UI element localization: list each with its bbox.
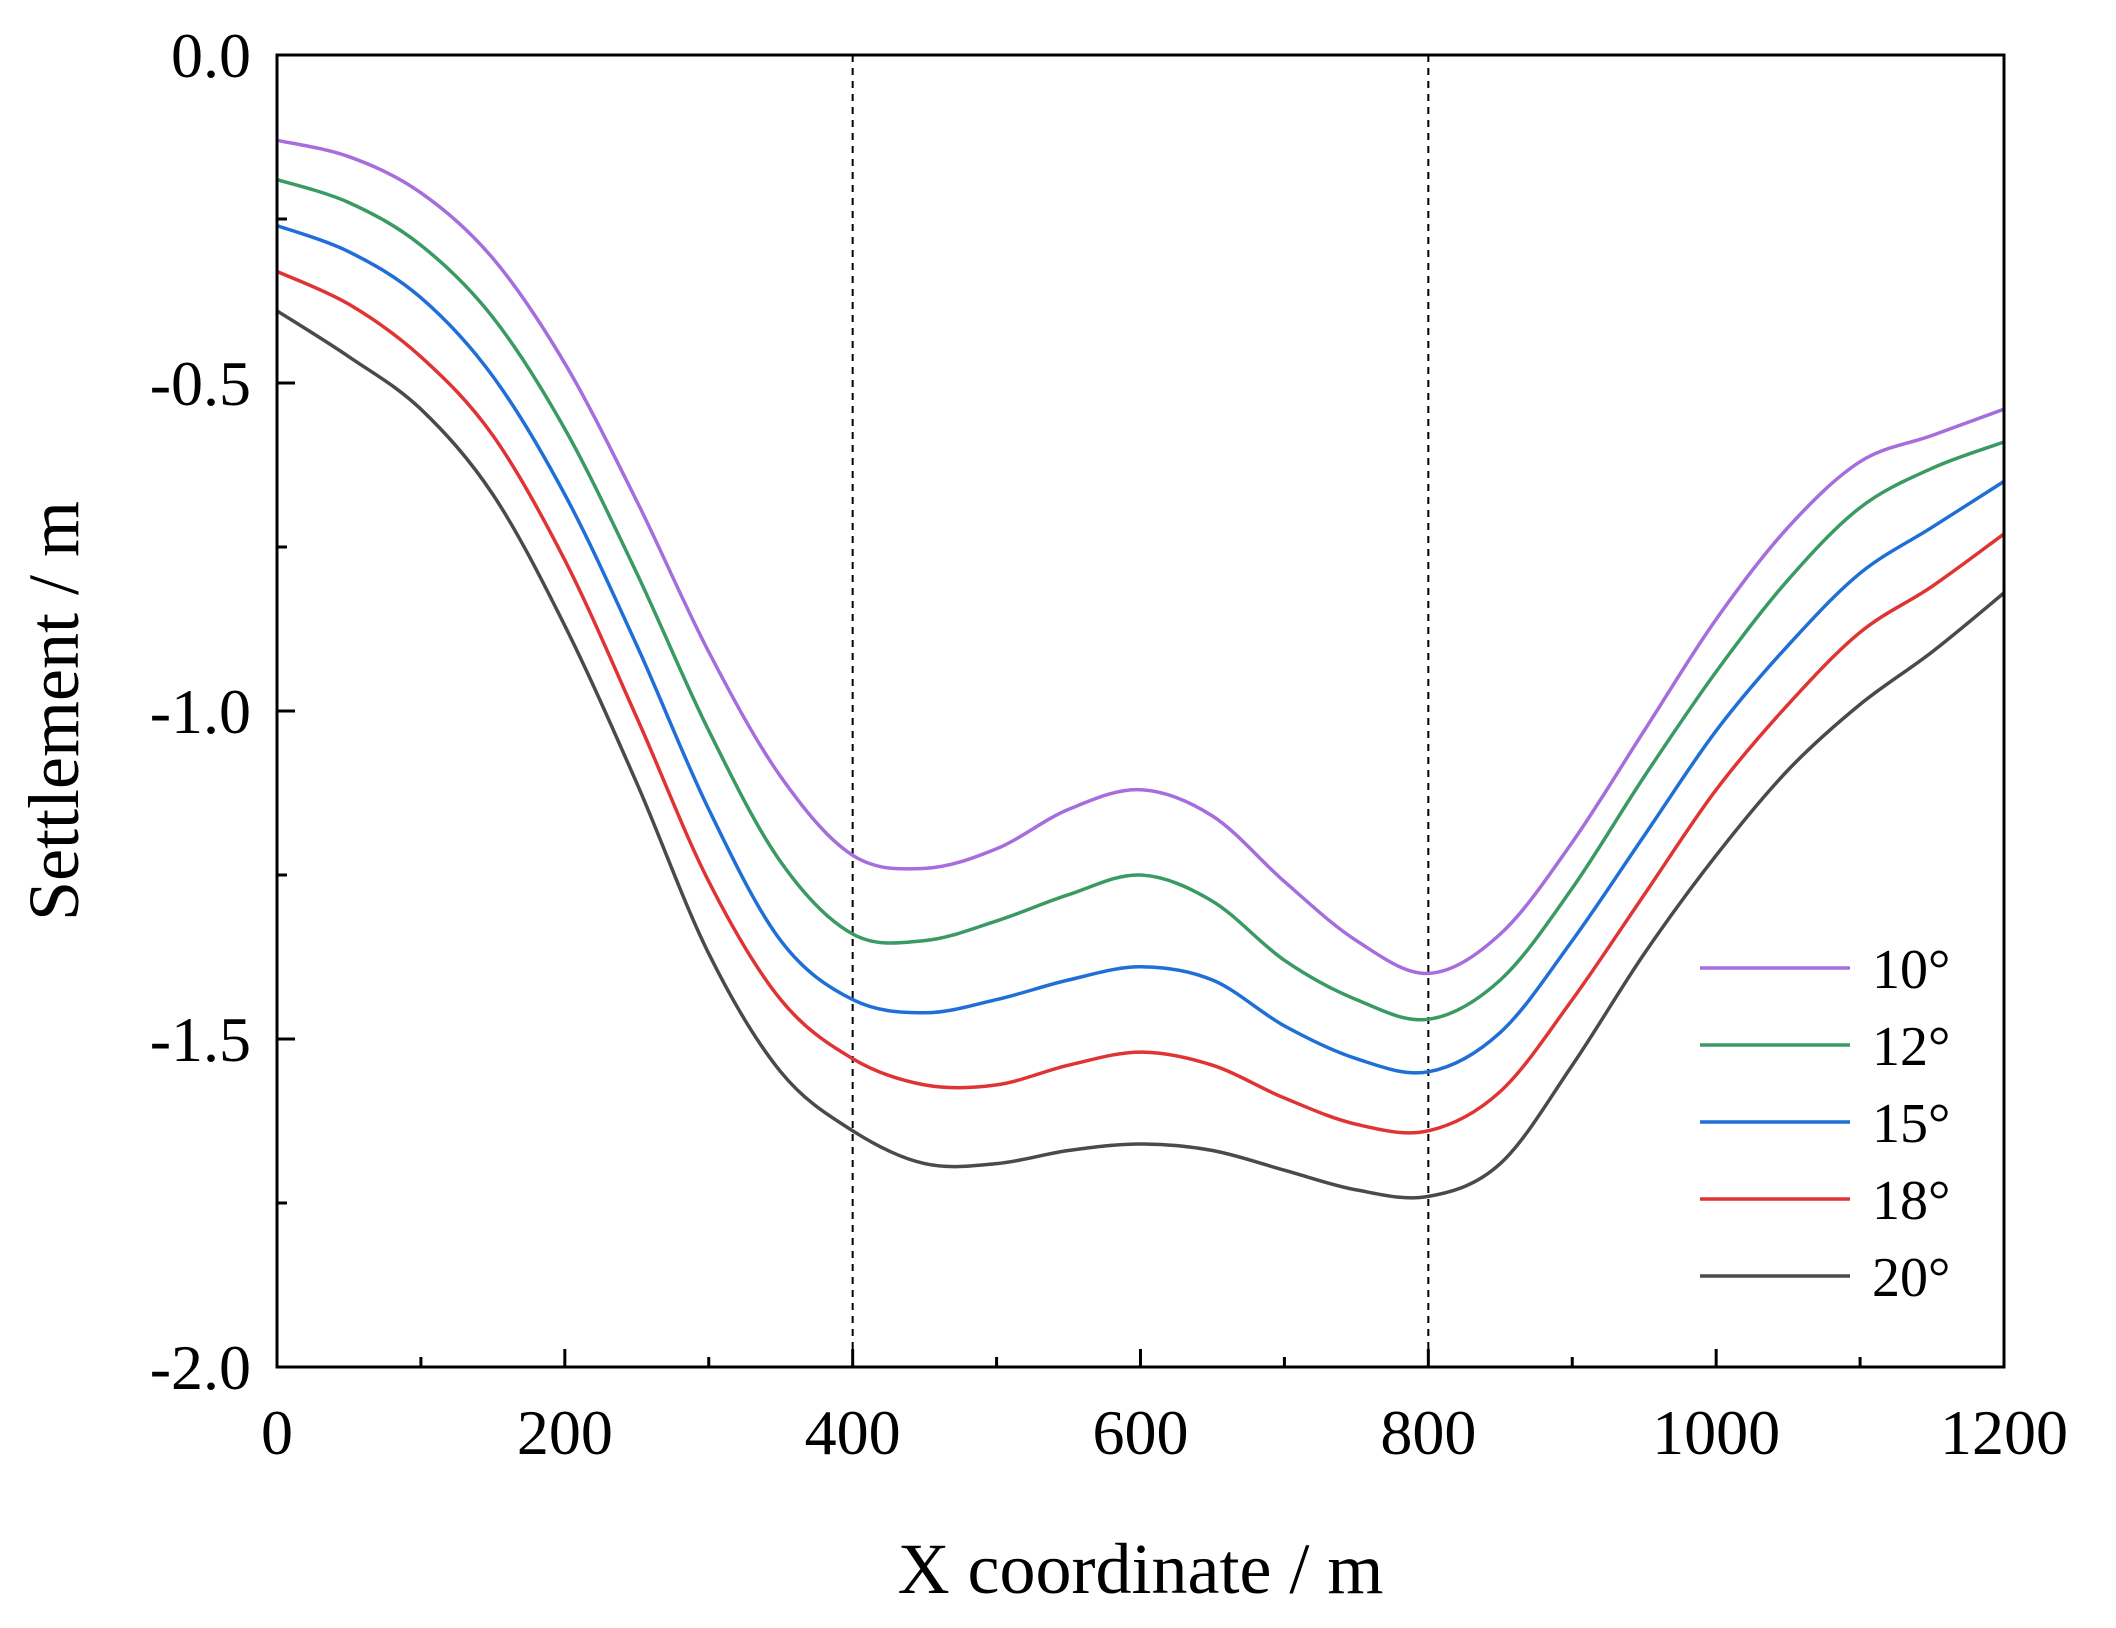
- y-tick-label: -0.5: [150, 348, 251, 419]
- y-tick-label: -1.0: [150, 676, 251, 747]
- legend-label-3: 18°: [1872, 1170, 1950, 1232]
- y-tick-label: -2.0: [150, 1332, 251, 1403]
- x-tick-label: 800: [1380, 1397, 1476, 1468]
- series-line-0: [276, 138, 2005, 976]
- series-line-1: [276, 177, 2005, 1022]
- x-tick-label: 0: [261, 1397, 293, 1468]
- x-axis-title: X coordinate / m: [898, 1529, 1384, 1609]
- series-line-2: [276, 223, 2005, 1075]
- legend: 10° 12° 15° 18° 20°: [1700, 939, 1950, 1309]
- x-tick-label: 1000: [1652, 1397, 1780, 1468]
- legend-label-4: 20°: [1872, 1247, 1950, 1309]
- y-tick-label: -1.5: [150, 1004, 251, 1075]
- y-axis-ticks: 0.0 -0.5 -1.0 -1.5 -2.0: [150, 20, 295, 1403]
- y-axis-title: Settlement / m: [14, 501, 94, 921]
- x-tick-label: 400: [805, 1397, 901, 1468]
- x-tick-label: 200: [517, 1397, 613, 1468]
- series-line-4: [276, 309, 2006, 1200]
- y-tick-label: 0.0: [171, 20, 251, 91]
- legend-label-0: 10°: [1872, 939, 1950, 1001]
- x-tick-label: 600: [1093, 1397, 1189, 1468]
- series-line-3: [276, 269, 2006, 1135]
- series-lines: [276, 138, 2006, 1200]
- legend-label-2: 15°: [1872, 1093, 1950, 1155]
- x-axis-ticks: 0 200 400 600 800 1000 1200: [261, 1349, 2068, 1468]
- plot-frame: [275, 53, 2006, 1369]
- legend-label-1: 12°: [1872, 1016, 1950, 1078]
- reference-lines: [851, 55, 1430, 1367]
- x-tick-label: 1200: [1940, 1397, 2068, 1468]
